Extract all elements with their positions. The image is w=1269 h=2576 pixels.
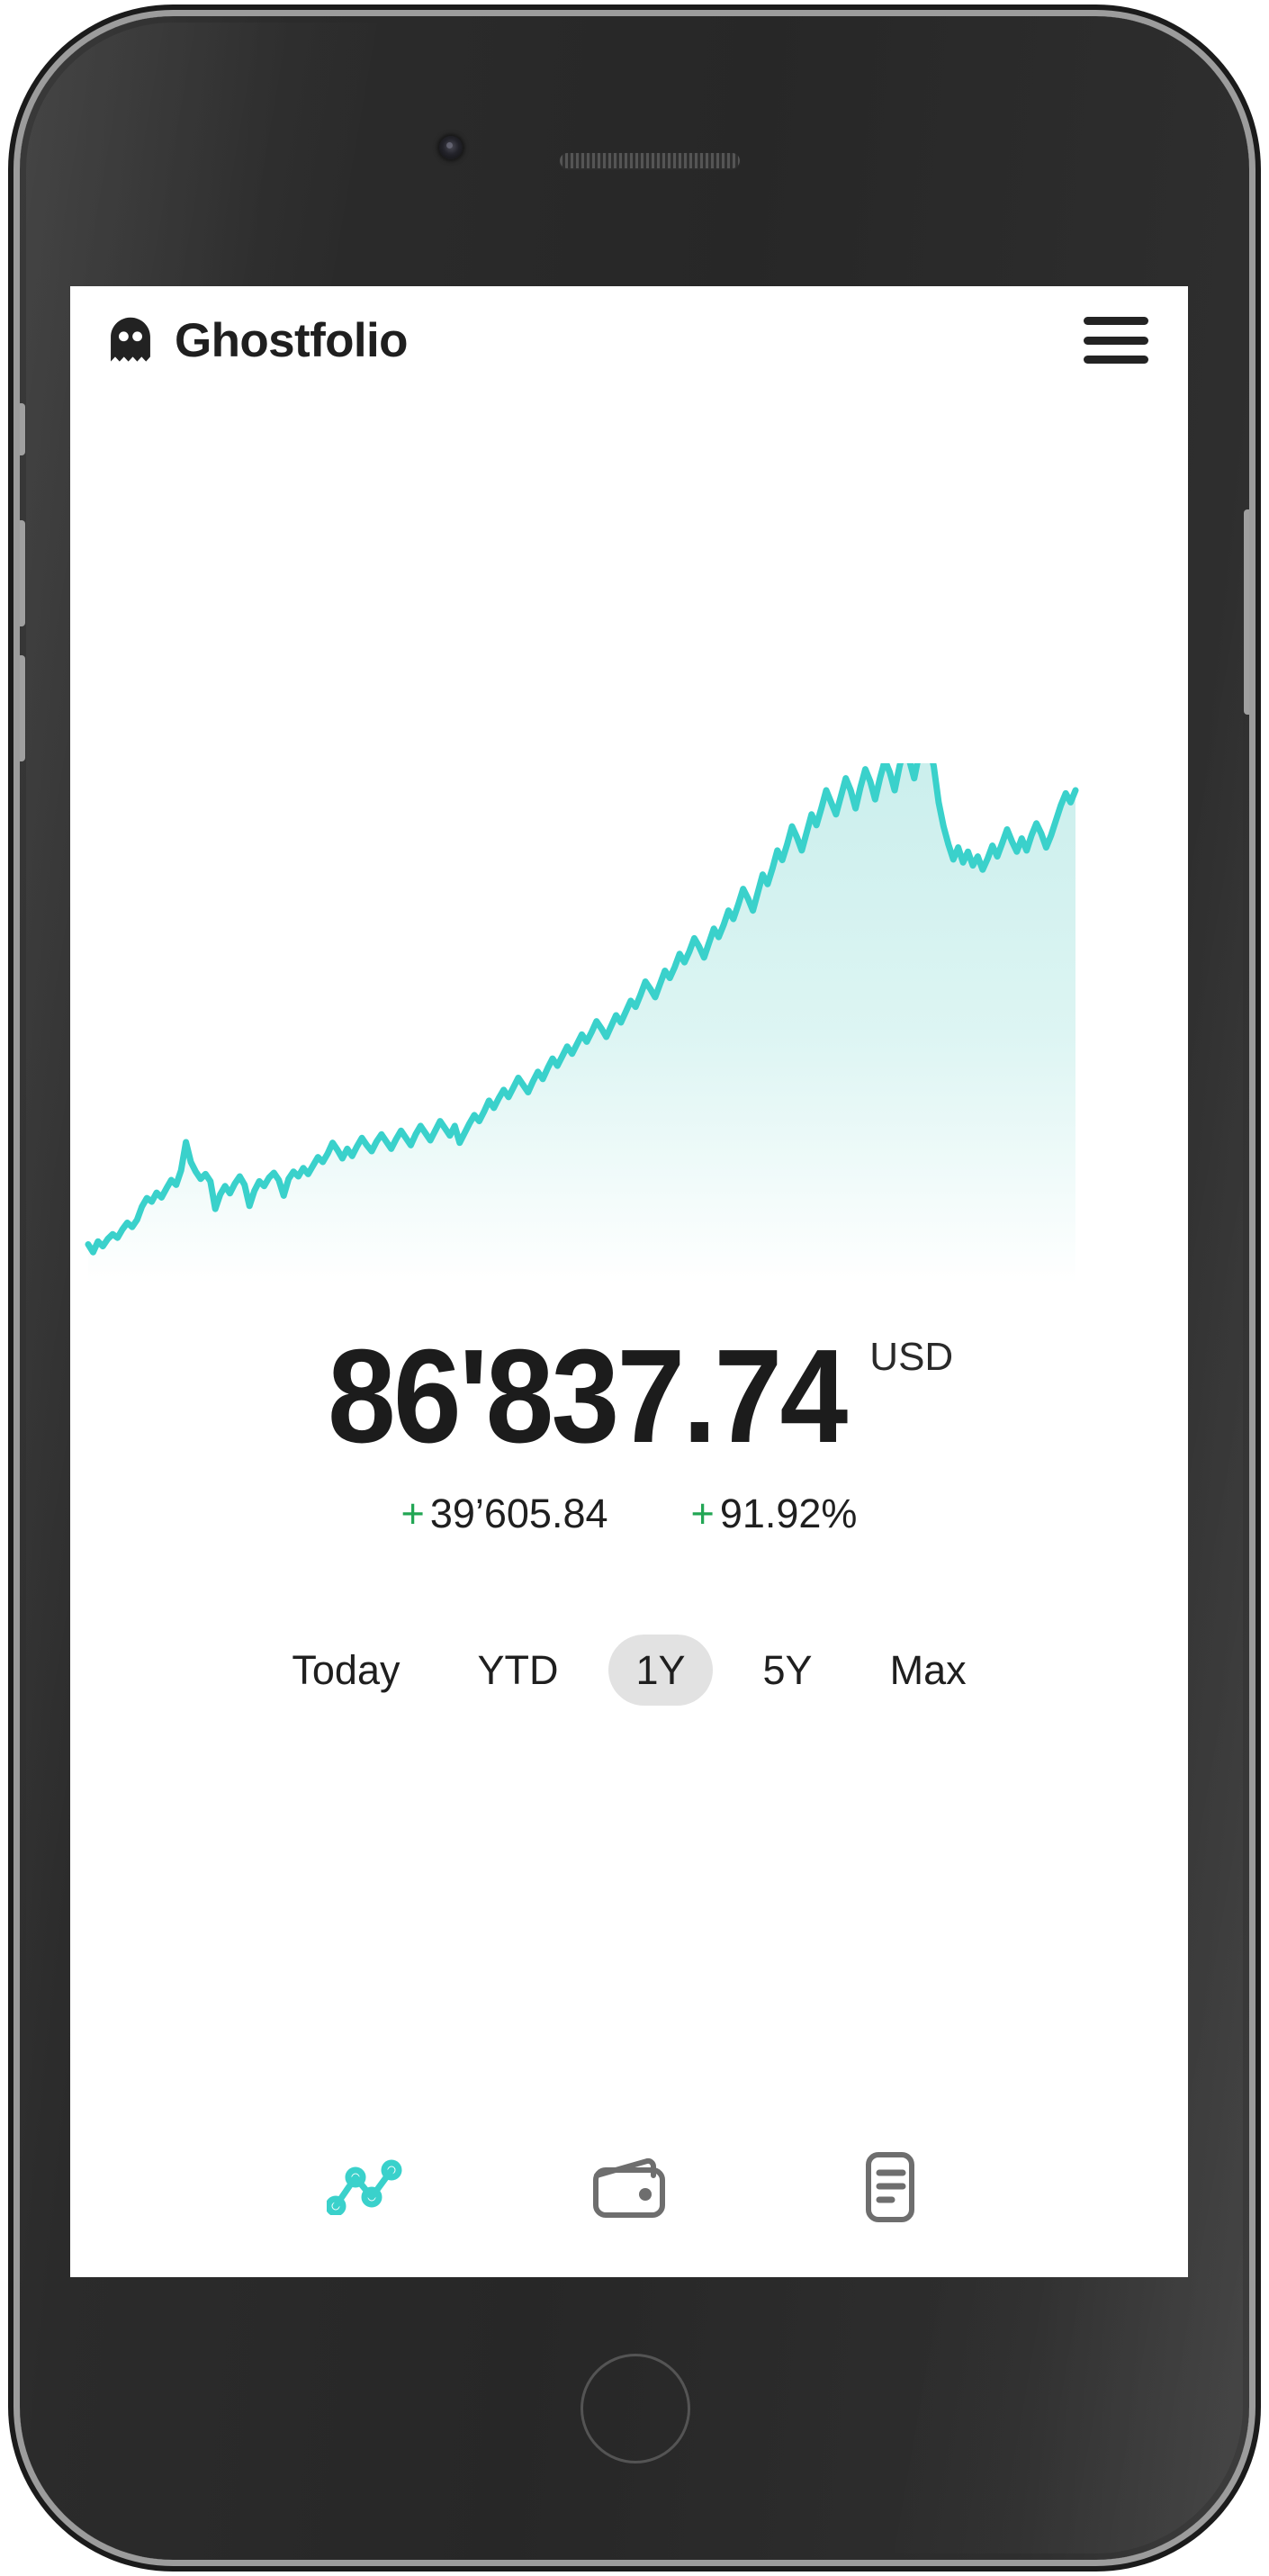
wallet-icon: [593, 2157, 665, 2218]
portfolio-chart-svg: [85, 763, 1079, 1283]
date-range-tabs: Today YTD 1Y 5Y Max: [70, 1635, 1188, 1707]
percent-change: +91.92%: [691, 1491, 858, 1537]
front-camera-icon: [439, 136, 463, 159]
earpiece-speaker-icon: [560, 153, 740, 168]
hamburger-bar-2: [1084, 336, 1148, 345]
chart-area-fill: [88, 763, 1076, 1283]
range-tab-max[interactable]: Max: [889, 1647, 967, 1693]
percent-change-sign: +: [690, 1491, 715, 1536]
brand-name: Ghostfolio: [175, 313, 409, 367]
home-button[interactable]: [580, 2354, 690, 2463]
hamburger-bar-1: [1084, 317, 1148, 325]
phone-screen: Ghostfolio: [70, 286, 1188, 2277]
absolute-change: +39’605.84: [401, 1491, 608, 1537]
percent-change-value: 91.92%: [719, 1491, 858, 1536]
portfolio-performance-chart[interactable]: [70, 763, 1188, 1283]
portfolio-value: 86'837.74: [327, 1322, 848, 1471]
portfolio-change-row: +39’605.84 +91.92%: [70, 1491, 1188, 1537]
portfolio-value-row: 86'837.74 USD: [70, 1330, 1188, 1464]
ghost-icon: [111, 317, 150, 362]
mute-switch[interactable]: [20, 403, 25, 455]
absolute-change-value: 39’605.84: [429, 1491, 608, 1536]
nav-item-summary[interactable]: [841, 2144, 940, 2230]
portfolio-currency: USD: [869, 1335, 954, 1379]
brand-logo-group[interactable]: Ghostfolio: [106, 313, 409, 367]
range-tab-5y[interactable]: 5Y: [762, 1647, 813, 1693]
range-tab-today[interactable]: Today: [292, 1647, 400, 1693]
app-header: Ghostfolio: [70, 286, 1188, 394]
power-button[interactable]: [1244, 509, 1249, 715]
volume-up-button[interactable]: [20, 520, 25, 626]
hamburger-menu-icon[interactable]: [1084, 317, 1148, 364]
nav-item-holdings[interactable]: [580, 2144, 679, 2230]
analytics-line-chart-icon: [327, 2159, 402, 2215]
phone-device-frame: Ghostfolio: [20, 16, 1249, 2560]
chart-line: [85, 763, 1079, 1256]
range-tab-ytd[interactable]: YTD: [477, 1647, 559, 1693]
volume-down-button[interactable]: [20, 655, 25, 761]
summary-document-icon: [866, 2152, 914, 2222]
absolute-change-sign: +: [400, 1491, 425, 1536]
range-tab-1y[interactable]: 1Y: [608, 1635, 713, 1707]
nav-item-analytics[interactable]: [319, 2144, 418, 2230]
portfolio-value-block: 86'837.74 USD +39’605.84 +91.92%: [70, 1330, 1188, 1537]
bottom-navigation-bar: [70, 2144, 1188, 2230]
hamburger-bar-3: [1084, 356, 1148, 364]
